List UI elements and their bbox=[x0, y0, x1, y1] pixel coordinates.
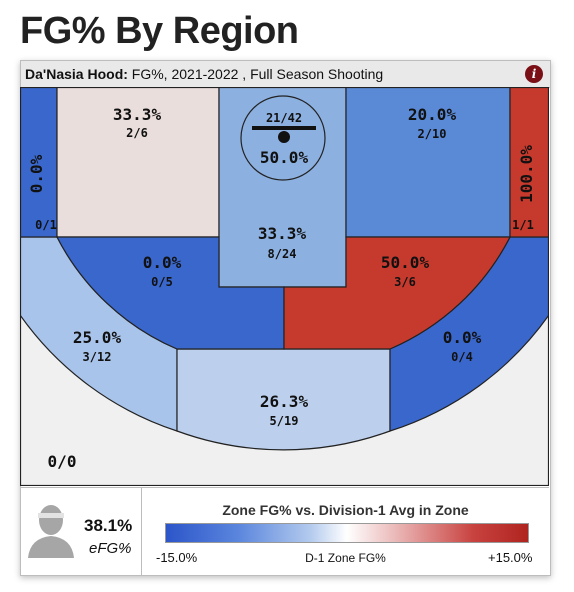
zone-frac-label-backcourt: 0/0 bbox=[48, 452, 77, 471]
legend-min-label: -15.0% bbox=[156, 550, 198, 565]
legend-area: 38.1% eFG% Zone FG% vs. Division-1 Avg i… bbox=[20, 487, 549, 575]
zone-frac-label-right-wing-3: 0/4 bbox=[451, 350, 473, 364]
zone-frac-label-paint: 8/24 bbox=[268, 247, 297, 261]
legend-max-label: +15.0% bbox=[488, 550, 533, 565]
zone-frac-label-right-corner-3: 1/1 bbox=[512, 218, 534, 232]
zone-frac-label-top-key-3: 5/19 bbox=[270, 414, 299, 428]
zone-right-elbow-mid[interactable] bbox=[283, 236, 511, 350]
zone-frac-label-left-wing-3: 3/12 bbox=[83, 350, 112, 364]
player-avatar-icon bbox=[28, 505, 74, 558]
zone-pct-label-right-wing-3: 0.0% bbox=[443, 328, 482, 347]
zone-frac-label-right-baseline-mid: 2/10 bbox=[418, 127, 447, 141]
zone-pct-label-right-corner-3: 100.0% bbox=[517, 145, 536, 203]
player-stat-box: 38.1% eFG% bbox=[20, 488, 142, 575]
legend-axis-label: D-1 Zone FG% bbox=[305, 551, 386, 565]
zone-frac-label-right-elbow-mid: 3/6 bbox=[394, 275, 416, 289]
zone-left-corner-3[interactable] bbox=[20, 87, 58, 238]
zone-pct-label-right-baseline-mid: 20.0% bbox=[408, 105, 457, 124]
zone-pct-label-restricted-area: 50.0% bbox=[260, 148, 309, 167]
zone-right-corner-3[interactable] bbox=[509, 87, 549, 238]
zone-pct-label-left-corner-3: 0.0% bbox=[27, 154, 46, 193]
page-title: FG% By Region bbox=[20, 10, 299, 52]
legend-color-bar bbox=[165, 523, 529, 543]
rim bbox=[278, 131, 290, 143]
legend-title: Zone FG% vs. Division-1 Avg in Zone bbox=[222, 502, 469, 518]
info-icon[interactable]: i bbox=[525, 65, 543, 83]
zone-pct-label-top-key-3: 26.3% bbox=[260, 392, 309, 411]
zone-frac-label-left-elbow-mid: 0/5 bbox=[151, 275, 173, 289]
efg-value: 38.1% bbox=[84, 516, 133, 535]
card-header: Da'Nasia Hood: FG%, 2021-2022 , Full Sea… bbox=[21, 61, 550, 88]
chart-subtitle: FG%, 2021-2022 , Full Season Shooting bbox=[131, 66, 384, 82]
zone-frac-label-left-corner-3: 0/1 bbox=[35, 218, 57, 232]
court-heatmap: 0.0% 0/1 33.3% 2/6 21/42 50.0% 33.3% 8/24 20.0% 2… bbox=[20, 87, 549, 486]
zone-pct-label-left-baseline-mid: 33.3% bbox=[113, 105, 162, 124]
zone-pct-label-right-elbow-mid: 50.0% bbox=[381, 253, 430, 272]
zone-pct-label-left-elbow-mid: 0.0% bbox=[143, 253, 182, 272]
efg-label: eFG% bbox=[89, 540, 132, 557]
zone-pct-label-paint: 33.3% bbox=[258, 224, 307, 243]
zone-frac-label-left-baseline-mid: 2/6 bbox=[126, 126, 148, 140]
zone-pct-label-left-wing-3: 25.0% bbox=[73, 328, 122, 347]
player-name: Da'Nasia Hood: bbox=[25, 66, 128, 82]
zone-frac-label-restricted-area: 21/42 bbox=[266, 111, 302, 125]
